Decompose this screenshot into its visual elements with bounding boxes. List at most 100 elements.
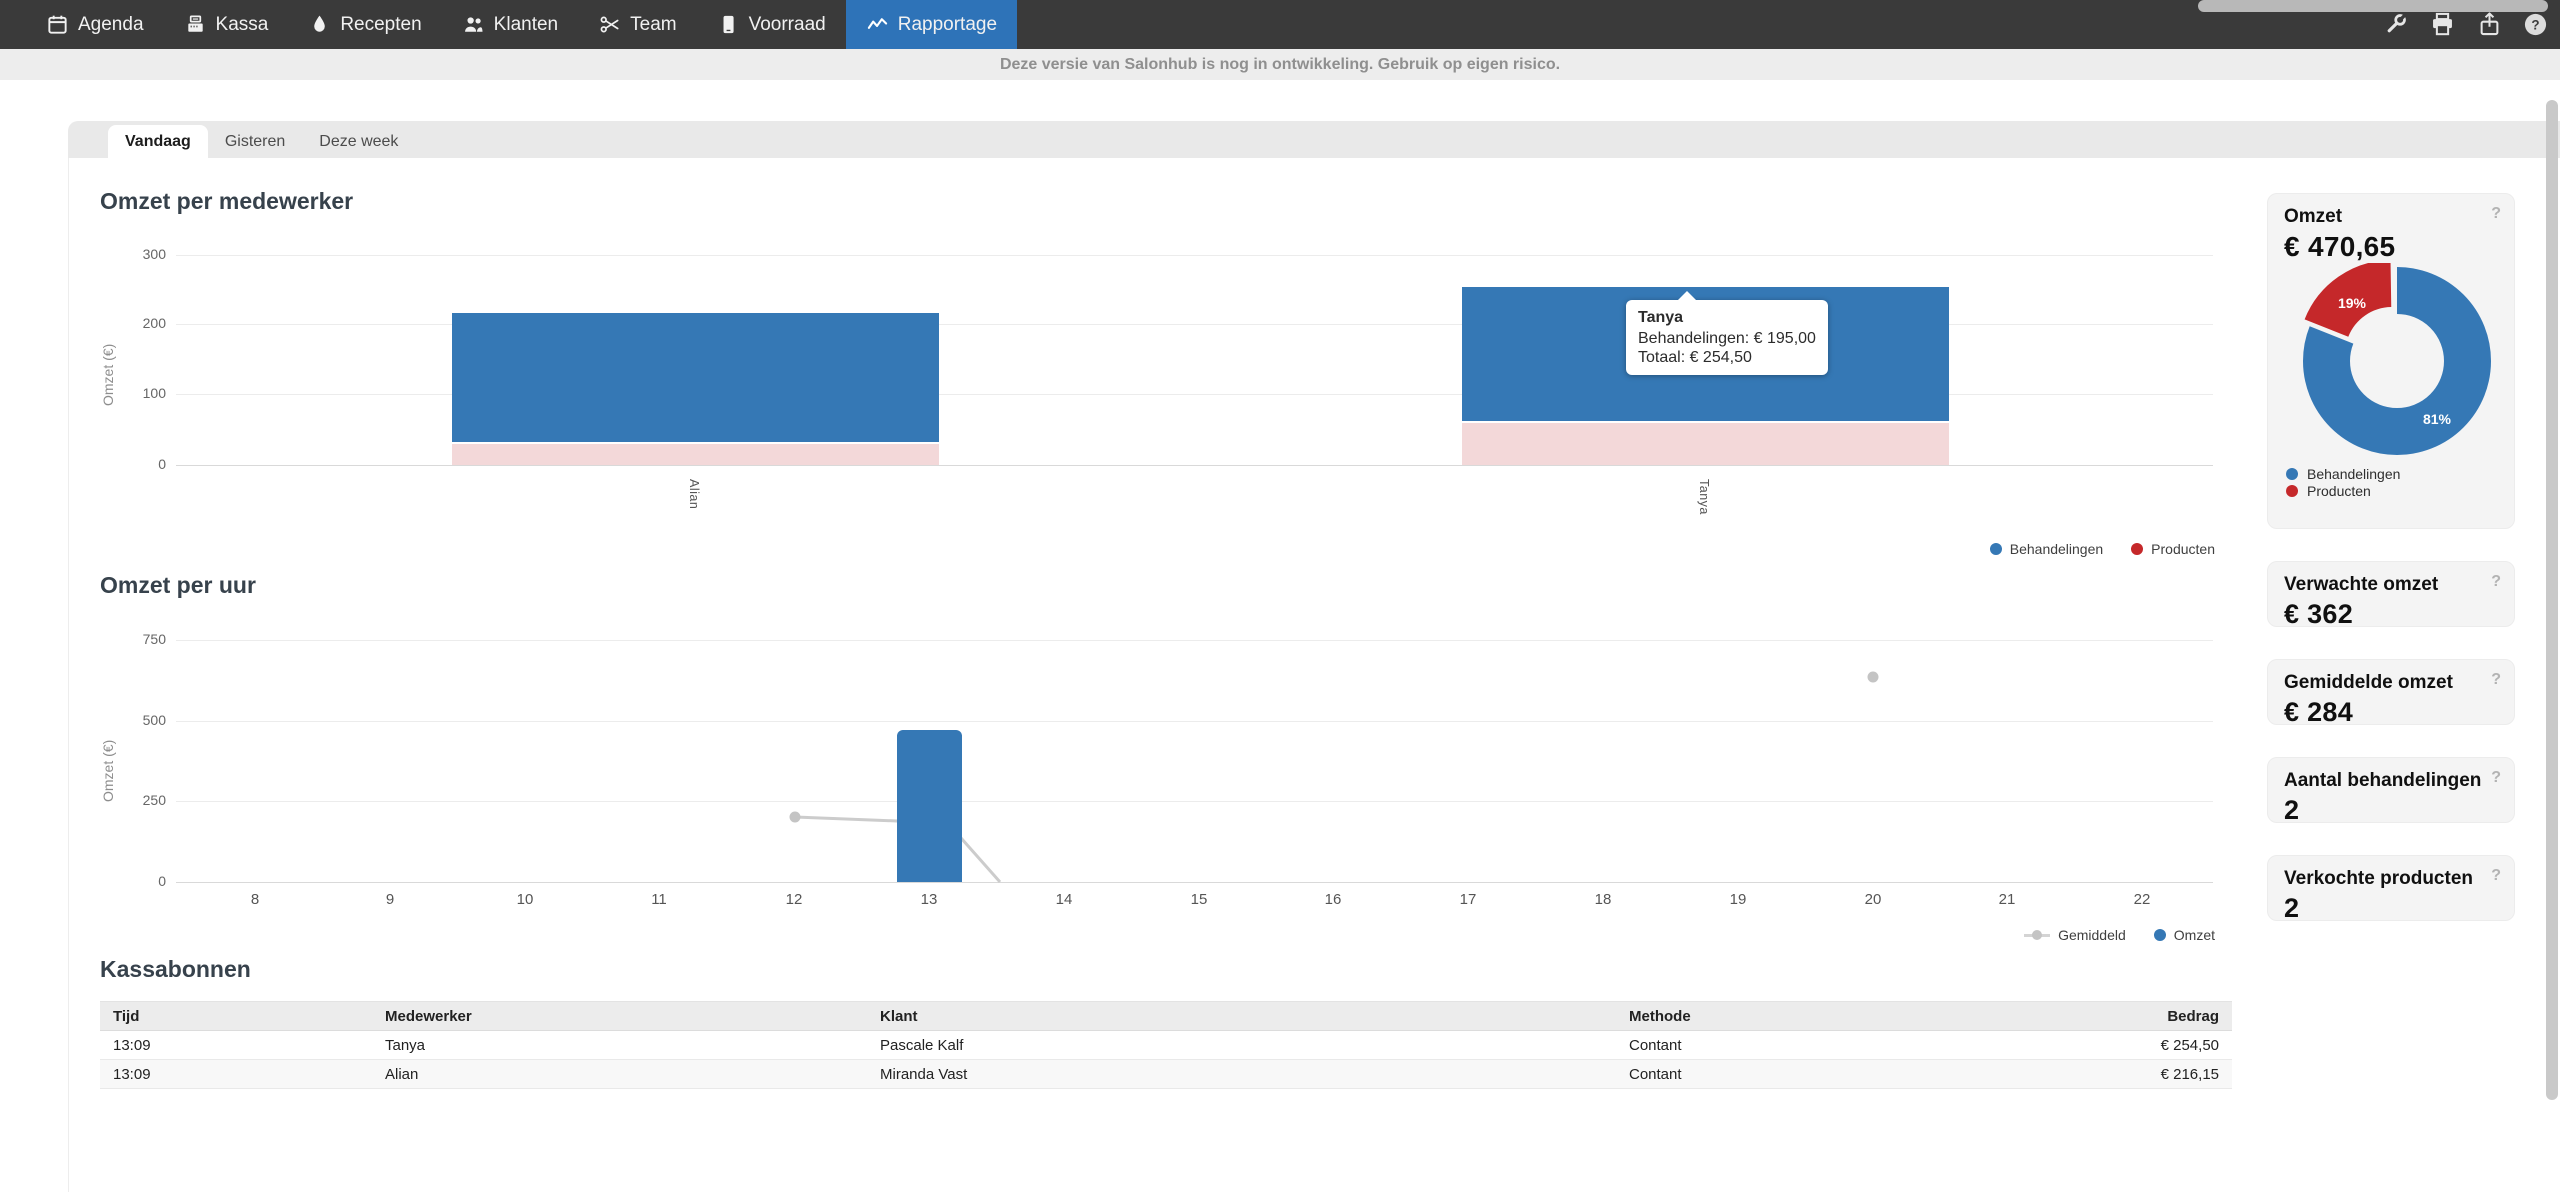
x-tick: 14 xyxy=(1055,891,1073,908)
col-header-methode: Methode xyxy=(1616,1001,2116,1031)
help-icon[interactable]: ? xyxy=(2523,12,2548,37)
gridline xyxy=(176,640,2213,641)
wrench-icon[interactable] xyxy=(2382,11,2409,38)
chart-title-omzet-per-medewerker: Omzet per medewerker xyxy=(100,188,354,214)
svg-text:?: ? xyxy=(2531,17,2539,32)
x-tick: 20 xyxy=(1864,891,1882,908)
x-tick: 18 xyxy=(1594,891,1612,908)
col-header-medewerker: Medewerker xyxy=(372,1001,867,1031)
chart2-legend: Gemiddeld Omzet xyxy=(2024,927,2215,943)
card-gemiddelde-omzet: Gemiddelde omzet ? € 284 xyxy=(2267,659,2515,727)
x-tick: 9 xyxy=(385,891,395,908)
legend-item-omzet: Omzet xyxy=(2153,927,2215,943)
y-tick: 300 xyxy=(142,246,166,262)
gridline xyxy=(176,721,2213,722)
nav-item-label: Klanten xyxy=(493,13,559,35)
cell-bedrag: € 254,50 xyxy=(2116,1030,2232,1060)
nav-item-team[interactable]: Team xyxy=(578,0,696,49)
gridline xyxy=(176,255,2213,256)
printer-icon[interactable] xyxy=(2429,11,2456,38)
nav-item-kassa[interactable]: Kassa xyxy=(164,0,289,49)
scissors-icon xyxy=(598,13,621,36)
card-value: € 284 xyxy=(2284,697,2354,727)
average-point-20[interactable] xyxy=(1867,671,1879,683)
table-header-row: Tijd Medewerker Klant Methode Bedrag xyxy=(100,1001,2232,1031)
horizontal-scrollbar[interactable] xyxy=(2198,0,2548,12)
legend-dot-red xyxy=(2286,484,2298,497)
donut-slice-behandelingen[interactable] xyxy=(2303,267,2491,455)
card-help-icon[interactable]: ? xyxy=(2491,671,2501,688)
y-tick: 750 xyxy=(142,631,166,647)
table-row[interactable]: 13:09 Tanya Pascale Kalf Contant € 254,5… xyxy=(100,1030,2232,1060)
nav-item-label: Kassa xyxy=(215,13,269,35)
bar-tanya-producten[interactable] xyxy=(1462,423,1949,465)
x-tick: 19 xyxy=(1729,891,1747,908)
cell-tijd: 13:09 xyxy=(100,1030,372,1060)
tab-label: Gisteren xyxy=(224,132,286,150)
card-title: Aantal behandelingen xyxy=(2284,770,2482,791)
chart-tooltip: Tanya Behandelingen: € 195,00 Totaal: € … xyxy=(1626,291,1828,375)
legend-dot-blue xyxy=(2153,929,2166,941)
navbar-tools: ? xyxy=(2382,0,2548,49)
tab-deze-week[interactable]: Deze week xyxy=(302,125,415,158)
x-tick: 13 xyxy=(920,891,938,908)
nav-item-voorraad[interactable]: Voorraad xyxy=(697,0,846,49)
nav-item-label: Agenda xyxy=(78,13,144,35)
chart-title-omzet-per-uur: Omzet per uur xyxy=(100,572,256,598)
bar-hour-13-omzet[interactable] xyxy=(897,730,962,882)
bar-alian-behandelingen[interactable] xyxy=(452,313,939,442)
legend-label: Producten xyxy=(2307,482,2371,499)
card-verkochte-producten: Verkochte producten ? 2 xyxy=(2267,855,2515,923)
legend-item-behandelingen: Behandelingen xyxy=(2286,465,2498,482)
card-help-icon[interactable]: ? xyxy=(2491,205,2501,222)
tooltip-line: Totaal: € 254,50 xyxy=(1638,349,1752,366)
col-header-bedrag: Bedrag xyxy=(2116,1001,2232,1031)
legend-item-behandelingen: Behandelingen xyxy=(1989,541,2104,557)
gridline xyxy=(176,324,2213,325)
card-title: Verwachte omzet xyxy=(2284,574,2439,595)
y-tick: 250 xyxy=(142,792,166,808)
share-icon[interactable] xyxy=(2476,11,2503,38)
cell-tijd: 13:09 xyxy=(100,1059,372,1089)
period-tabs: Vandaag Gisteren Deze week xyxy=(68,121,2560,158)
average-point-12[interactable] xyxy=(789,811,801,823)
table-row[interactable]: 13:09 Alian Miranda Vast Contant € 216,1… xyxy=(100,1059,2232,1089)
tab-label: Vandaag xyxy=(125,132,191,150)
people-icon xyxy=(462,13,485,36)
nav-item-label: Team xyxy=(630,13,677,35)
vertical-scrollbar[interactable] xyxy=(2546,100,2558,1100)
x-axis-line xyxy=(176,465,2213,466)
tab-label: Deze week xyxy=(319,132,399,150)
donut-label-behandelingen-pct: 81% xyxy=(2423,411,2452,427)
legend-item-producten: Producten xyxy=(2131,541,2215,557)
dev-warning-banner: Deze versie van Salonhub is nog in ontwi… xyxy=(0,49,2560,80)
nav-item-klanten[interactable]: Klanten xyxy=(442,0,578,49)
average-line-series xyxy=(789,671,1879,883)
tab-vandaag[interactable]: Vandaag xyxy=(108,125,208,158)
bar-alian-producten[interactable] xyxy=(452,444,939,465)
card-help-icon[interactable]: ? xyxy=(2491,867,2501,884)
card-title: Verkochte producten xyxy=(2284,868,2473,889)
card-help-icon[interactable]: ? xyxy=(2491,573,2501,590)
cell-bedrag: € 216,15 xyxy=(2116,1059,2232,1089)
x-tick: 22 xyxy=(2133,891,2151,908)
col-header-tijd: Tijd xyxy=(100,1001,372,1031)
nav-item-recepten[interactable]: Recepten xyxy=(288,0,441,49)
legend-label: Behandelingen xyxy=(2009,541,2104,557)
legend-dot-blue xyxy=(1989,543,2002,555)
card-title: Omzet xyxy=(2284,206,2343,227)
nav-item-agenda[interactable]: Agenda xyxy=(26,0,164,49)
legend-dot-red xyxy=(2131,543,2144,555)
nav-item-rapportage[interactable]: Rapportage xyxy=(845,0,1018,49)
donut-label-producten-pct: 19% xyxy=(2338,295,2367,311)
cell-klant: Miranda Vast xyxy=(867,1059,1616,1089)
card-aantal-behandelingen: Aantal behandelingen ? 2 xyxy=(2267,757,2515,825)
x-axis-line xyxy=(176,882,2213,883)
legend-label: Omzet xyxy=(2173,927,2215,943)
x-tick: 15 xyxy=(1190,891,1208,908)
receipts-title: Kassabonnen xyxy=(100,956,251,982)
card-help-icon[interactable]: ? xyxy=(2491,769,2501,786)
top-navbar: Agenda Kassa Recepten Klanten Team Voorr… xyxy=(0,0,2560,49)
cell-methode: Contant xyxy=(1616,1030,2116,1060)
tab-gisteren[interactable]: Gisteren xyxy=(208,125,302,158)
